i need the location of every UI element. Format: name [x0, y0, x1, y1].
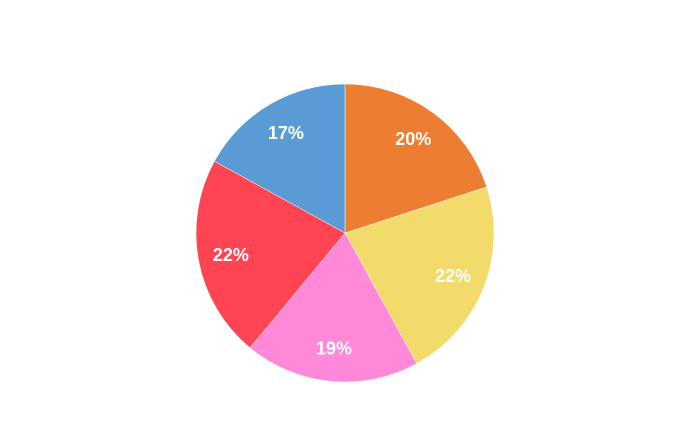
pie-slice-label-3: 19%	[316, 339, 352, 359]
pie-slice-5	[214, 83, 346, 234]
pie-slice-1	[344, 83, 488, 234]
pie-slice-label-4: 22%	[213, 245, 249, 265]
pie-slice-4	[195, 160, 346, 349]
pie-slice-2	[344, 186, 495, 364]
pie-slice-label-1: 20%	[395, 129, 431, 149]
pie-slice-label-5: 17%	[268, 123, 304, 143]
pie-slice-label-2: 22%	[435, 266, 471, 286]
pie-labels: 20% 22% 19% 22% 17%	[213, 123, 471, 359]
pie-slice-3	[249, 232, 418, 383]
pie-slices	[195, 83, 495, 383]
